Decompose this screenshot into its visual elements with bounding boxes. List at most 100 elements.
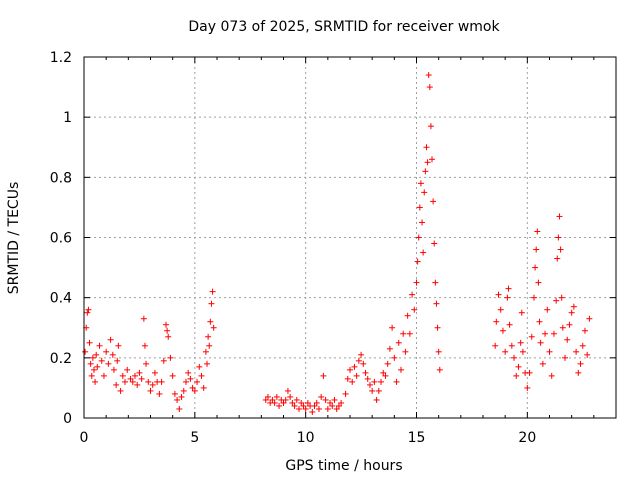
data-point xyxy=(313,399,320,406)
data-point xyxy=(205,333,212,340)
data-point xyxy=(176,405,183,412)
data-point xyxy=(167,354,174,361)
data-point xyxy=(208,300,215,307)
data-point xyxy=(526,369,533,376)
data-point xyxy=(546,348,553,355)
data-point xyxy=(517,339,524,346)
data-point xyxy=(136,369,143,376)
data-point xyxy=(143,360,150,367)
data-point xyxy=(262,396,269,403)
data-point xyxy=(85,306,92,313)
data-point xyxy=(100,372,107,379)
data-point xyxy=(82,348,89,355)
data-point xyxy=(331,396,338,403)
x-tick-label: 5 xyxy=(190,430,199,446)
data-point xyxy=(566,321,573,328)
data-point xyxy=(196,363,203,370)
data-point xyxy=(562,354,569,361)
data-series xyxy=(82,72,593,415)
data-point xyxy=(210,324,217,331)
data-point xyxy=(504,294,511,301)
data-point xyxy=(581,327,588,334)
data-point xyxy=(349,378,356,385)
data-point xyxy=(115,342,122,349)
data-point xyxy=(138,375,145,382)
data-point xyxy=(550,330,557,337)
data-point xyxy=(584,351,591,358)
data-point xyxy=(271,399,278,406)
data-point xyxy=(530,294,537,301)
tick-labels: 0 5 10 15 20 0 0.2 0.4 0.6 0.8 1 1.2 xyxy=(50,50,537,446)
data-point xyxy=(548,372,555,379)
data-point xyxy=(495,291,502,298)
data-point xyxy=(318,393,325,400)
data-point xyxy=(296,405,303,412)
data-point xyxy=(404,312,411,319)
data-point xyxy=(558,294,565,301)
data-point xyxy=(419,219,426,226)
data-point xyxy=(160,357,167,364)
data-point xyxy=(432,279,439,286)
data-point xyxy=(502,348,509,355)
data-point xyxy=(556,213,563,220)
data-point xyxy=(315,405,322,412)
data-point xyxy=(86,339,93,346)
data-point xyxy=(553,297,560,304)
data-point xyxy=(360,360,367,367)
y-tick-label: 0.8 xyxy=(50,170,72,186)
y-tick-label: 0 xyxy=(63,411,72,427)
data-point xyxy=(284,387,291,394)
data-point xyxy=(209,288,216,295)
data-point xyxy=(200,384,207,391)
data-point xyxy=(414,258,421,265)
data-point xyxy=(493,318,500,325)
data-point xyxy=(532,264,539,271)
data-point xyxy=(515,363,522,370)
data-point xyxy=(586,315,593,322)
y-tick-label: 1 xyxy=(63,110,72,126)
data-point xyxy=(198,372,205,379)
data-point xyxy=(178,393,185,400)
data-point xyxy=(320,372,327,379)
data-point xyxy=(187,375,194,382)
data-point xyxy=(282,396,289,403)
data-point xyxy=(519,348,526,355)
data-point xyxy=(579,342,586,349)
data-point xyxy=(300,402,307,409)
data-point xyxy=(289,399,296,406)
data-point xyxy=(147,387,154,394)
data-point xyxy=(182,378,189,385)
data-point xyxy=(506,321,513,328)
data-point xyxy=(194,378,201,385)
y-tick-label: 0.4 xyxy=(50,291,72,307)
data-point xyxy=(171,390,178,397)
data-point xyxy=(351,363,358,370)
data-point xyxy=(145,378,152,385)
data-point xyxy=(302,405,309,412)
data-point xyxy=(174,396,181,403)
data-point xyxy=(431,240,438,247)
data-point xyxy=(386,345,393,352)
data-point xyxy=(291,402,298,409)
data-point xyxy=(151,369,158,376)
data-point xyxy=(87,360,94,367)
data-point xyxy=(364,375,371,382)
data-point xyxy=(371,378,378,385)
data-point xyxy=(505,285,512,292)
data-point xyxy=(426,84,433,91)
data-point xyxy=(400,330,407,337)
data-point xyxy=(425,72,432,79)
data-point xyxy=(533,246,540,253)
data-point xyxy=(429,156,436,163)
data-point xyxy=(435,348,442,355)
data-point xyxy=(422,168,429,175)
data-point xyxy=(355,357,362,364)
data-point xyxy=(122,378,129,385)
data-point xyxy=(287,393,294,400)
data-point xyxy=(129,378,136,385)
data-point xyxy=(434,324,441,331)
data-point xyxy=(276,402,283,409)
y-axis-label: SRMTID / TECUs xyxy=(6,182,22,295)
data-point xyxy=(535,279,542,286)
data-point xyxy=(273,393,280,400)
